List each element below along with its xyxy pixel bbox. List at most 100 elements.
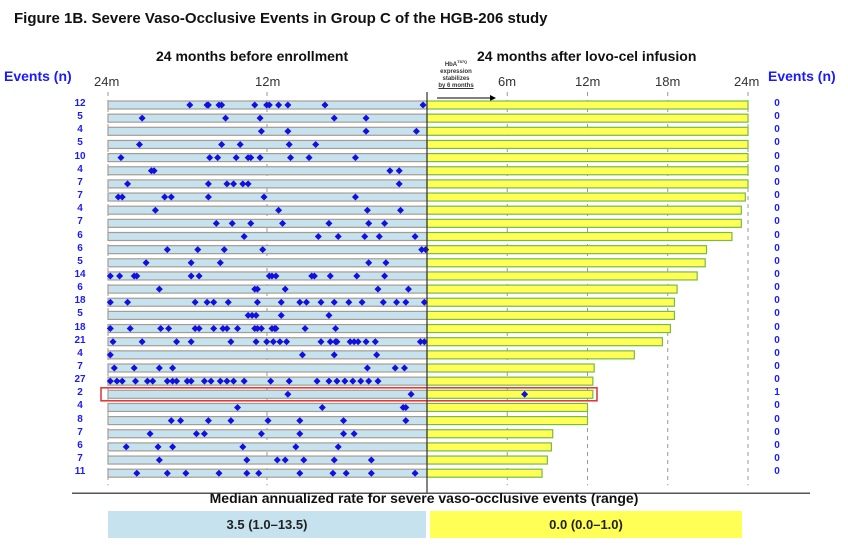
event-marker-before — [325, 377, 333, 385]
after-event-count: 0 — [774, 163, 780, 175]
before-bar — [107, 139, 428, 150]
event-marker-before — [187, 272, 195, 280]
event-marker-before — [284, 101, 292, 109]
event-marker-before — [210, 298, 218, 306]
event-marker-before — [371, 338, 379, 346]
after-event-count: 0 — [774, 400, 780, 412]
event-marker-before — [404, 285, 412, 293]
event-marker-before — [187, 338, 195, 346]
before-event-count: 4 — [77, 400, 83, 412]
after-event-count: 0 — [774, 268, 780, 280]
event-marker-before — [285, 377, 293, 385]
event-marker-before — [400, 364, 408, 372]
event-marker-before — [367, 456, 375, 464]
before-event-count: 7 — [77, 453, 83, 465]
event-marker-before — [220, 246, 228, 254]
event-marker-before — [207, 377, 215, 385]
event-marker-before — [243, 456, 251, 464]
after-bar — [426, 297, 676, 307]
event-marker-before — [187, 377, 195, 385]
after-event-count: 0 — [774, 190, 780, 202]
event-marker-before — [284, 127, 292, 135]
event-marker-before — [284, 390, 292, 398]
event-marker-before — [332, 325, 340, 333]
after-bar — [426, 363, 595, 373]
event-marker-before — [411, 469, 419, 477]
note-line3: stabilizes — [442, 76, 470, 82]
right-panel-title: 24 months after lovo-cel infusion — [477, 48, 697, 64]
event-marker-before — [194, 246, 202, 254]
event-marker-before — [239, 443, 247, 451]
event-marker-before — [204, 417, 212, 425]
event-marker-before — [351, 193, 359, 201]
event-marker-before — [215, 469, 223, 477]
event-marker-before — [204, 101, 212, 109]
event-marker-before — [317, 338, 325, 346]
after-event-count: 0 — [774, 242, 780, 254]
event-marker-before — [273, 456, 281, 464]
event-marker-before — [234, 403, 242, 411]
event-marker-before — [395, 180, 403, 188]
event-marker-before — [296, 298, 304, 306]
event-marker-before — [379, 298, 387, 306]
event-marker-before — [223, 180, 231, 188]
event-marker-before — [362, 127, 370, 135]
before-event-count: 5 — [77, 308, 83, 320]
before-event-count: 10 — [74, 150, 86, 162]
event-marker-before — [106, 325, 114, 333]
before-event-count: 6 — [77, 242, 83, 254]
event-marker-before — [287, 154, 295, 162]
event-marker-before — [244, 311, 252, 319]
event-marker-before — [277, 298, 285, 306]
event-marker-before — [219, 325, 227, 333]
event-marker-before — [167, 417, 175, 425]
tick-12m-after: 12m — [575, 74, 601, 89]
event-marker-before — [122, 443, 130, 451]
event-marker-before — [154, 443, 162, 451]
event-marker-before — [375, 233, 383, 240]
event-marker-before — [212, 219, 220, 227]
event-marker-before — [192, 430, 200, 438]
event-marker-before — [420, 298, 428, 306]
event-marker-before — [191, 298, 199, 306]
event-marker-before — [416, 338, 424, 346]
after-bar — [426, 271, 698, 281]
before-event-count: 4 — [77, 203, 83, 215]
event-marker-before — [155, 456, 163, 464]
event-marker-before — [257, 127, 265, 135]
event-marker-before — [143, 377, 151, 385]
event-marker-before — [204, 180, 212, 188]
after-bar — [426, 468, 543, 478]
event-marker-before — [275, 206, 283, 214]
event-marker-before — [418, 246, 426, 254]
event-marker-before — [333, 377, 341, 385]
before-bar — [107, 297, 428, 307]
event-marker-before — [191, 325, 199, 333]
event-marker-before — [169, 377, 177, 385]
after-event-count: 0 — [774, 413, 780, 425]
event-marker-before — [318, 403, 326, 411]
event-marker-before — [247, 219, 255, 227]
before-bar — [107, 310, 428, 320]
event-marker-before — [333, 338, 341, 346]
event-marker-before — [296, 469, 304, 477]
event-marker-before — [281, 285, 289, 293]
event-marker-before — [138, 114, 146, 122]
event-marker-before — [222, 114, 230, 122]
event-marker-before — [302, 298, 310, 306]
event-marker-before — [117, 154, 125, 162]
after-event-count: 0 — [774, 98, 780, 109]
event-marker-before — [341, 377, 349, 385]
after-event-count: 1 — [774, 387, 780, 399]
event-marker-before — [151, 206, 159, 214]
event-marker-before — [169, 364, 177, 372]
before-event-count: 27 — [74, 374, 86, 386]
event-marker-before — [402, 298, 410, 306]
before-bar — [107, 389, 428, 399]
after-event-count: 0 — [774, 216, 780, 228]
event-marker-before — [163, 377, 171, 385]
event-marker-before — [349, 377, 357, 385]
event-marker-before — [253, 325, 261, 333]
after-event-count: 0 — [774, 137, 780, 149]
